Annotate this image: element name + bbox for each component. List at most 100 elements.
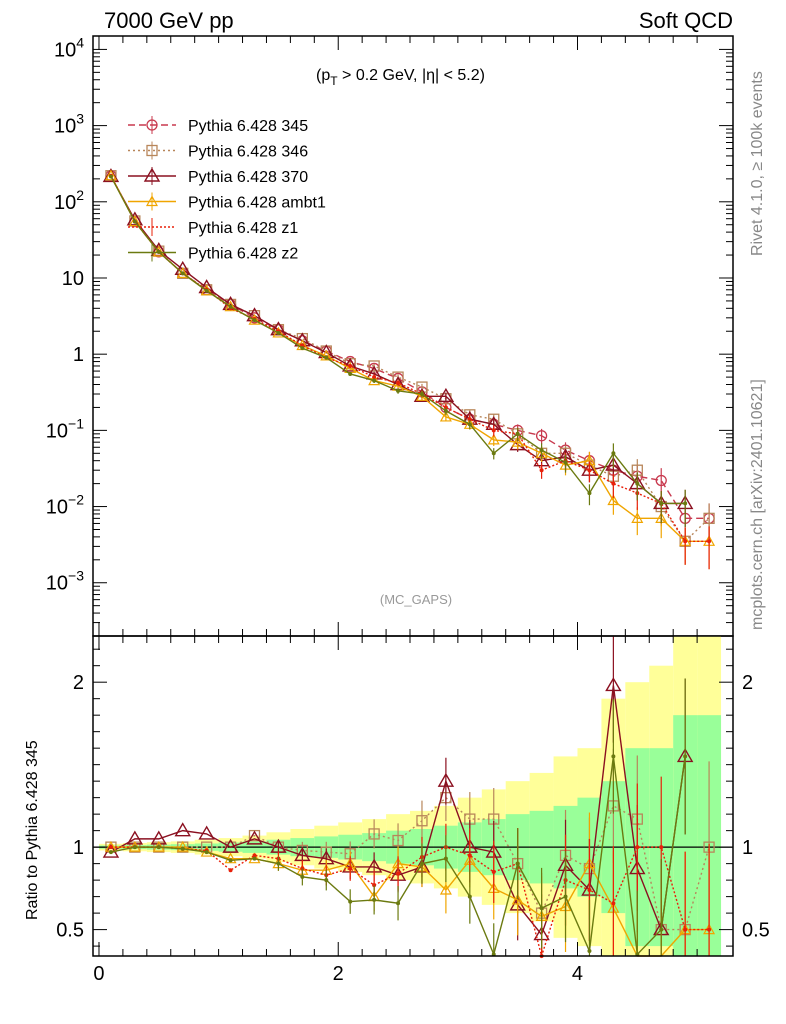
data-point-z2 [563,460,568,465]
data-point-z1 [587,468,592,473]
ratio-point-z1 [659,845,664,850]
ratio-line-346 [110,796,710,931]
ratio-point-z2 [587,949,592,954]
y-tick-label-exponent: −2 [68,492,84,508]
y-tick-label-base: 10 [54,39,76,61]
legend-label: Pythia 6.428 346 [188,144,308,161]
y-tick-label-exponent: 3 [76,111,84,127]
ratio-y-tick-label-left: 0.5 [56,920,84,942]
data-point-z2 [635,481,640,486]
data-point-z2 [204,288,209,293]
ratio-point-z2 [276,861,281,866]
legend-entry-370: Pythia 6.428 370 [128,167,308,186]
y-tick-label: 1 [73,344,84,366]
ratio-series-z2 [108,678,688,957]
ratio-point-z2 [348,899,353,904]
data-point-346 [703,512,715,525]
ratio-point-z2 [204,850,209,855]
data-point-370 [102,168,120,183]
data-point-ambt1 [128,215,141,227]
legend-label: Pythia 6.428 z2 [188,246,298,263]
ratio-point-z2 [180,846,185,851]
ratio-point-z1 [683,927,688,932]
data-point-z2 [228,304,233,309]
ratio-point-370 [246,830,263,845]
ratio-point-z2 [252,856,257,861]
data-point-z2 [515,431,520,436]
ratio-point-z1 [707,927,712,932]
data-point-z2 [467,422,472,427]
data-point-z2 [419,392,424,397]
y-tick-label: 103 [54,111,84,138]
header-left: 7000 GeV pp [104,8,234,33]
ratio-point-ambt1 [511,893,524,905]
ratio-point-370 [150,830,168,845]
watermark: (MC_GAPS) [380,592,452,607]
y-tick-label-exponent: −1 [68,415,84,431]
data-point-ambt1 [176,267,189,278]
y-tick-label-exponent: 4 [76,34,84,50]
y-tick-label-exponent: 2 [76,187,84,203]
x-tick-label: 0 [93,963,104,985]
ratio-point-z2 [419,861,424,866]
data-point-ambt1 [607,494,620,506]
legend-entry-z2: Pythia 6.428 z2 [128,243,298,263]
ratio-point-370 [198,825,215,840]
ratio-point-346 [392,834,404,847]
y-tick-label-base: 10 [54,192,76,214]
data-point-z1 [539,468,544,473]
side-label-mcplots: mcplots.cern.ch [arXiv:2401.10621] [749,379,766,630]
ratio-point-z2 [539,906,544,911]
ratio-y-tick-label-right: 0.5 [742,920,770,942]
y-tick-label: 10−3 [46,568,84,595]
ratio-point-z1 [108,845,113,850]
data-point-z2 [324,355,329,360]
cut-suffix: > 0.2 GeV, |η| < 5.2) [338,67,485,84]
data-point-ambt1 [439,410,452,422]
data-point-z2 [443,408,448,413]
data-point-370 [437,387,455,402]
band-inner [673,715,698,956]
main-plot-area [102,168,716,570]
legend-entry-345: Pythia 6.428 345 [128,116,308,135]
data-point-z2 [396,388,401,393]
legend-entry-z1: Pythia 6.428 z1 [128,218,298,237]
y-tick-label: 10−2 [46,492,84,519]
data-point-z2 [252,318,257,323]
ratio-point-z2 [467,894,472,899]
ratio-point-ambt1 [439,883,452,895]
data-point-z2 [372,378,377,383]
data-point-z2 [683,501,688,506]
data-point-z2 [300,346,305,351]
legend-entry-ambt1: Pythia 6.428 ambt1 [128,192,326,212]
ratio-plot-area [93,636,733,959]
ratio-point-370 [174,822,191,837]
x-tick-label: 4 [572,963,583,985]
data-point-z2 [132,219,137,224]
ratio-point-z2 [396,901,401,906]
ratio-point-z1 [611,901,616,906]
data-point-z2 [108,174,113,179]
data-point-z2 [611,451,616,456]
ratio-point-z1 [587,888,592,893]
data-point-z2 [276,330,281,335]
cut-prefix: (p [316,67,330,84]
ratio-point-z2 [132,845,137,850]
ratio-point-z1 [635,845,640,850]
ratio-point-z1 [491,869,496,874]
ratio-point-z2 [683,754,688,759]
ratio-y-label: Ratio to Pythia 6.428 345 [24,740,41,920]
data-point-ambt1 [631,512,644,523]
ratio-point-346 [368,828,380,840]
ratio-y-tick-label-left: 1 [73,837,84,859]
y-tick-label-base: 10 [46,573,68,595]
ratio-point-z2 [443,856,448,861]
ratio-point-370 [222,838,239,853]
data-point-z1 [396,380,401,385]
legend-entry-346: Pythia 6.428 346 [128,141,308,161]
y-tick-label-base: 10 [54,116,76,138]
ratio-point-z2 [300,874,305,879]
header-right: Soft QCD [639,8,733,33]
